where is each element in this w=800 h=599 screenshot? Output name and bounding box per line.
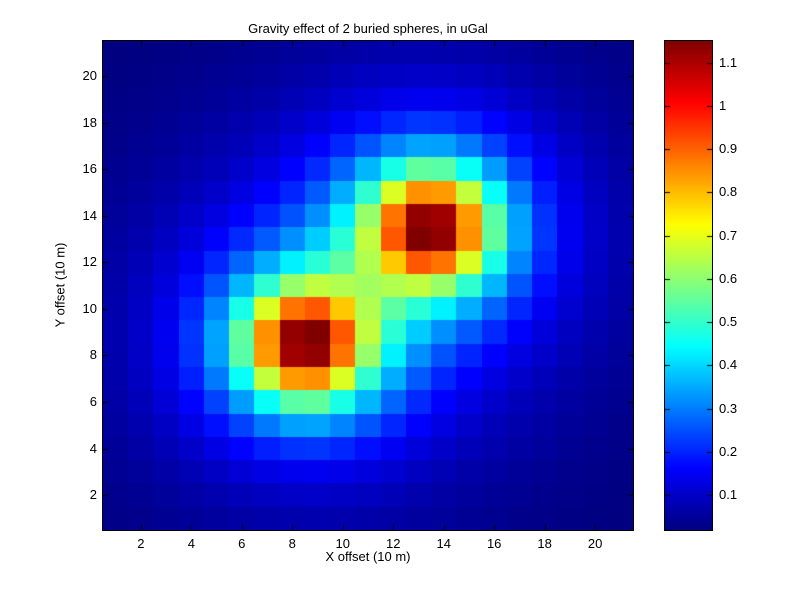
y-tick-label: 16 bbox=[82, 161, 97, 177]
y-tick-label: 12 bbox=[82, 254, 97, 270]
colorbar bbox=[664, 40, 713, 531]
colorbar-tick-label: 1 bbox=[719, 97, 727, 113]
x-tick-label: 8 bbox=[288, 536, 296, 551]
colorbar-tick-label: 0.1 bbox=[719, 486, 738, 502]
x-tick-label: 14 bbox=[436, 536, 451, 551]
colorbar-canvas bbox=[665, 41, 712, 530]
x-tick-label: 6 bbox=[238, 536, 246, 551]
colorbar-tick-label: 0.8 bbox=[719, 184, 738, 200]
colorbar-tick-label: 0.4 bbox=[719, 357, 738, 373]
x-tick-label: 18 bbox=[537, 536, 552, 551]
x-tick-label: 4 bbox=[187, 536, 195, 551]
x-tick-label: 12 bbox=[386, 536, 401, 551]
x-tick-label: 20 bbox=[587, 536, 603, 551]
y-tick-label: 14 bbox=[82, 207, 97, 223]
y-tick-label: 6 bbox=[89, 393, 97, 409]
y-tick-label: 18 bbox=[82, 114, 97, 130]
y-tick-label: 4 bbox=[89, 440, 97, 456]
heatmap-canvas bbox=[103, 41, 633, 530]
y-tick-label: 10 bbox=[82, 300, 97, 316]
x-tick-label: 16 bbox=[486, 536, 502, 551]
chart-title: Gravity effect of 2 buried spheres, in u… bbox=[248, 21, 488, 36]
y-tick-label: 20 bbox=[82, 67, 97, 83]
colorbar-tick-label: 0.2 bbox=[719, 443, 738, 459]
y-tick-label: 8 bbox=[89, 347, 97, 363]
heatmap-axes bbox=[102, 40, 634, 531]
colorbar-tick-label: 0.6 bbox=[719, 270, 738, 286]
colorbar-tick-label: 0.9 bbox=[719, 141, 738, 157]
colorbar-tick-label: 0.7 bbox=[719, 227, 738, 243]
x-tick-label: 2 bbox=[137, 536, 145, 551]
x-axis-label: X offset (10 m) bbox=[325, 549, 411, 564]
colorbar-tick-label: 0.5 bbox=[719, 314, 738, 330]
x-tick-label: 10 bbox=[335, 536, 350, 551]
colorbar-tick-label: 0.3 bbox=[719, 400, 738, 416]
y-tick-label: 2 bbox=[89, 487, 97, 503]
colorbar-tick-label: 1.1 bbox=[719, 54, 738, 70]
